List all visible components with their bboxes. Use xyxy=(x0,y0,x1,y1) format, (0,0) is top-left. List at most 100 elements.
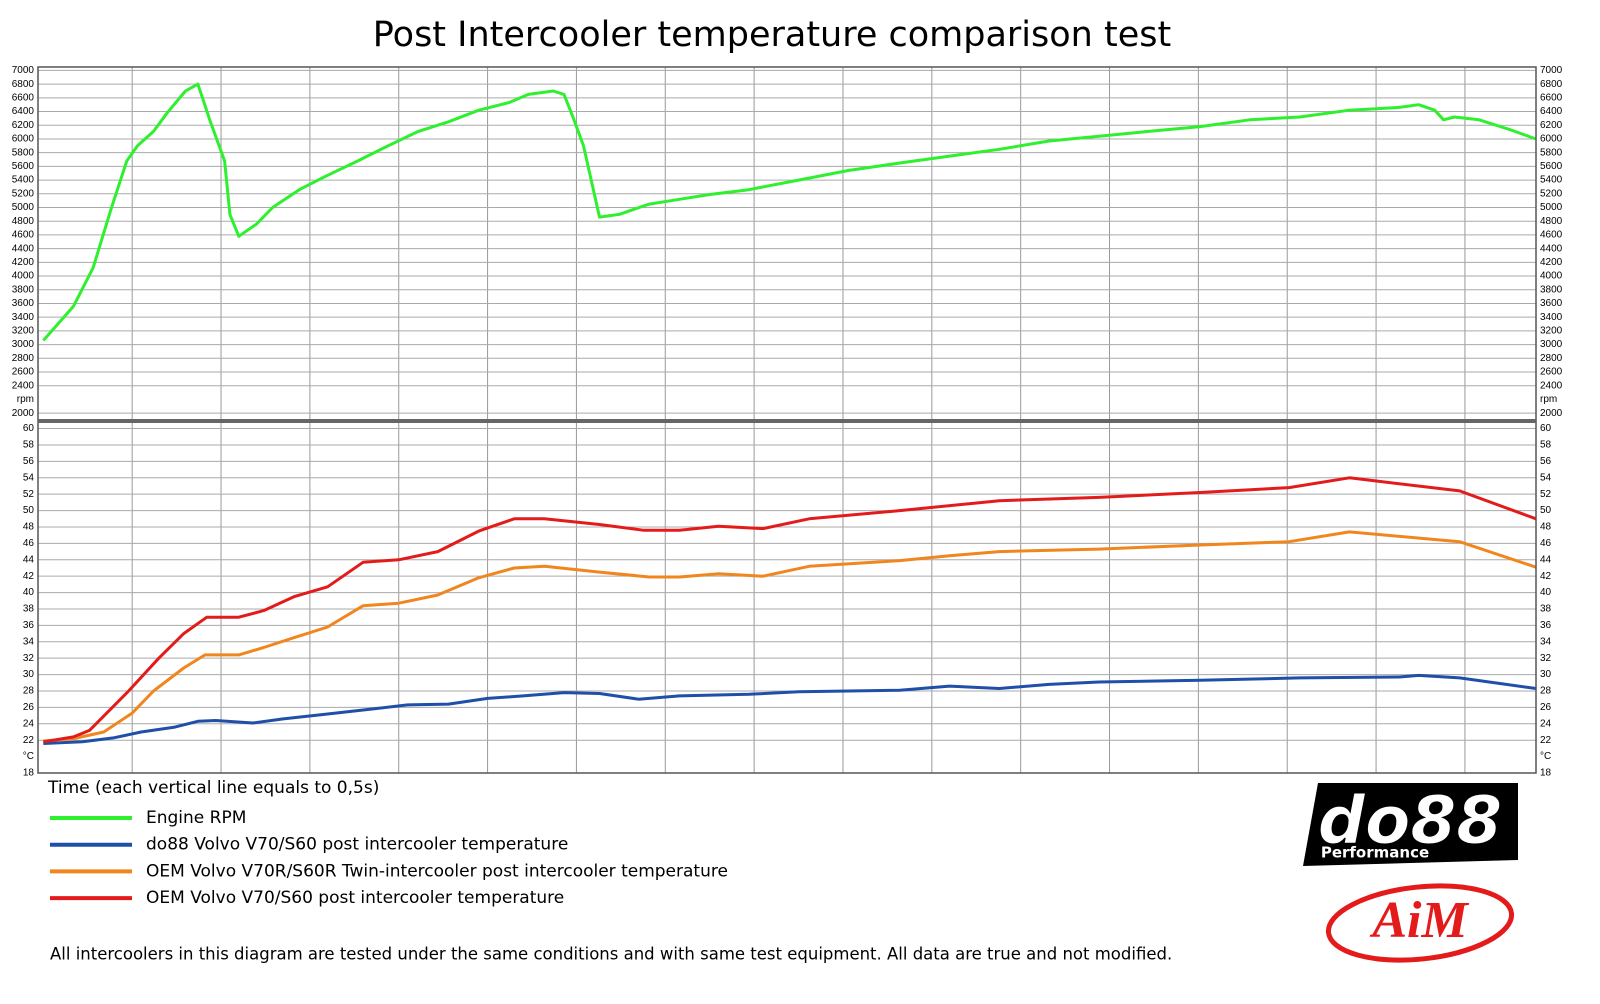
series-line xyxy=(43,476,1537,744)
legend: Engine RPM do88 Volvo V70/S60 post interc… xyxy=(50,808,728,908)
y-tick-label: 5600 xyxy=(12,161,35,172)
series-line xyxy=(43,530,1537,743)
y2-tick-label: 28 xyxy=(1540,686,1552,697)
y2-tick-label: 5200 xyxy=(1540,188,1563,199)
y2-tick-label: 5400 xyxy=(1540,175,1563,186)
y-tick-label: 36 xyxy=(23,620,35,631)
y-tick-label: 4600 xyxy=(12,230,35,241)
y-tick-label: 32 xyxy=(23,653,35,664)
plots: 2000 2000 2400 2400 2600 2600 2800 2800 3000 3000… xyxy=(12,65,1563,779)
y-unit-label: °C xyxy=(23,751,34,762)
y2-tick-label: 46 xyxy=(1540,538,1552,549)
brand-logo-subtext: Performance xyxy=(1321,844,1429,862)
brand-logo-box xyxy=(1303,783,1518,866)
y2-tick-label: 4800 xyxy=(1540,216,1563,227)
y-tick-label: 26 xyxy=(23,702,35,713)
y-tick-label: 40 xyxy=(23,587,35,598)
y2-tick-label: 4200 xyxy=(1540,257,1563,268)
y2-tick-label: 3400 xyxy=(1540,312,1563,323)
y2-tick-label: 6200 xyxy=(1540,120,1563,131)
y2-tick-label: 4600 xyxy=(1540,230,1563,241)
y-tick-label: 6400 xyxy=(12,106,35,117)
y-tick-label: 48 xyxy=(23,522,35,533)
y2-tick-label: 54 xyxy=(1540,472,1552,483)
y2-tick-label: 50 xyxy=(1540,505,1552,516)
y-tick-label: 5200 xyxy=(12,188,35,199)
y-tick-label: 3600 xyxy=(12,298,35,309)
y-tick-label: 4400 xyxy=(12,243,35,254)
y-tick-label: 6800 xyxy=(12,79,35,90)
series-line xyxy=(43,673,1537,745)
y2-tick-label: 58 xyxy=(1540,440,1552,451)
y-tick-label: 2600 xyxy=(12,367,35,378)
logger-logo-ring xyxy=(1325,883,1515,963)
footnote: All intercoolers in this diagram are tes… xyxy=(50,945,1172,964)
y2-tick-label: 24 xyxy=(1540,718,1552,729)
y2-tick-label: 60 xyxy=(1540,423,1552,434)
y2-tick-label: 5600 xyxy=(1540,161,1563,172)
y2-tick-label: 3200 xyxy=(1540,326,1563,337)
y-tick-label: 44 xyxy=(23,554,35,565)
y2-tick-label: 6000 xyxy=(1540,134,1563,145)
y2-tick-label: 4400 xyxy=(1540,243,1563,254)
y2-tick-label: 6800 xyxy=(1540,79,1563,90)
y-tick-label: 4000 xyxy=(12,271,35,282)
y-tick-label: 7000 xyxy=(12,65,35,76)
brand-logo-text: do88 xyxy=(1318,782,1502,859)
y2-unit-label: °C xyxy=(1540,751,1551,762)
y2-tick-label: 40 xyxy=(1540,587,1552,598)
y2-tick-label: 18 xyxy=(1540,768,1552,779)
y2-tick-label: 44 xyxy=(1540,554,1552,565)
y2-tick-label: 6600 xyxy=(1540,92,1563,103)
y-tick-label: 58 xyxy=(23,440,35,451)
y2-tick-label: 2800 xyxy=(1540,353,1563,364)
y-tick-label: 2800 xyxy=(12,353,35,364)
y2-tick-label: 38 xyxy=(1540,604,1552,615)
y2-tick-label: 3000 xyxy=(1540,339,1563,350)
y2-tick-label: 30 xyxy=(1540,669,1552,680)
y2-tick-label: 5800 xyxy=(1540,147,1563,158)
logger-logo-text: AiM xyxy=(1369,892,1469,949)
y2-tick-label: 3600 xyxy=(1540,298,1563,309)
y-tick-label: 52 xyxy=(23,489,35,500)
y2-tick-label: 5000 xyxy=(1540,202,1563,213)
y2-tick-label: 36 xyxy=(1540,620,1552,631)
legend-label: OEM Volvo V70/S60 post intercooler tempe… xyxy=(146,888,564,908)
y-tick-label: 5800 xyxy=(12,147,35,158)
y-tick-label: 30 xyxy=(23,669,35,680)
y-tick-label: 56 xyxy=(23,456,35,467)
y-tick-label: 50 xyxy=(23,505,35,516)
y2-unit-label: rpm xyxy=(1540,394,1557,405)
y-tick-label: 2000 xyxy=(12,408,35,419)
y2-tick-label: 34 xyxy=(1540,636,1552,647)
y-tick-label: 4200 xyxy=(12,257,35,268)
brand-logo: do88 Performance xyxy=(1303,782,1518,866)
y-tick-label: 28 xyxy=(23,686,35,697)
y-tick-label: 42 xyxy=(23,571,35,582)
legend-label: OEM Volvo V70R/S60R Twin-intercooler pos… xyxy=(146,861,728,881)
y-tick-label: 5000 xyxy=(12,202,35,213)
y2-tick-label: 2400 xyxy=(1540,380,1563,391)
y2-tick-label: 48 xyxy=(1540,522,1552,533)
y-tick-label: 6600 xyxy=(12,92,35,103)
y2-tick-label: 2000 xyxy=(1540,408,1563,419)
y2-tick-label: 3800 xyxy=(1540,284,1563,295)
y-unit-label: rpm xyxy=(17,394,34,405)
y2-tick-label: 32 xyxy=(1540,653,1552,664)
y2-tick-label: 52 xyxy=(1540,489,1552,500)
y2-tick-label: 2600 xyxy=(1540,367,1563,378)
y-tick-label: 54 xyxy=(23,472,35,483)
y-tick-label: 34 xyxy=(23,636,35,647)
y2-tick-label: 56 xyxy=(1540,456,1552,467)
y-tick-label: 3800 xyxy=(12,284,35,295)
y-tick-label: 38 xyxy=(23,604,35,615)
y-tick-label: 60 xyxy=(23,423,35,434)
y-tick-label: 3400 xyxy=(12,312,35,323)
y2-tick-label: 22 xyxy=(1540,735,1552,746)
y2-tick-label: 26 xyxy=(1540,702,1552,713)
y-tick-label: 5400 xyxy=(12,175,35,186)
x-axis-label: Time (each vertical line equals to 0,5s) xyxy=(47,778,379,798)
y-tick-label: 6000 xyxy=(12,134,35,145)
